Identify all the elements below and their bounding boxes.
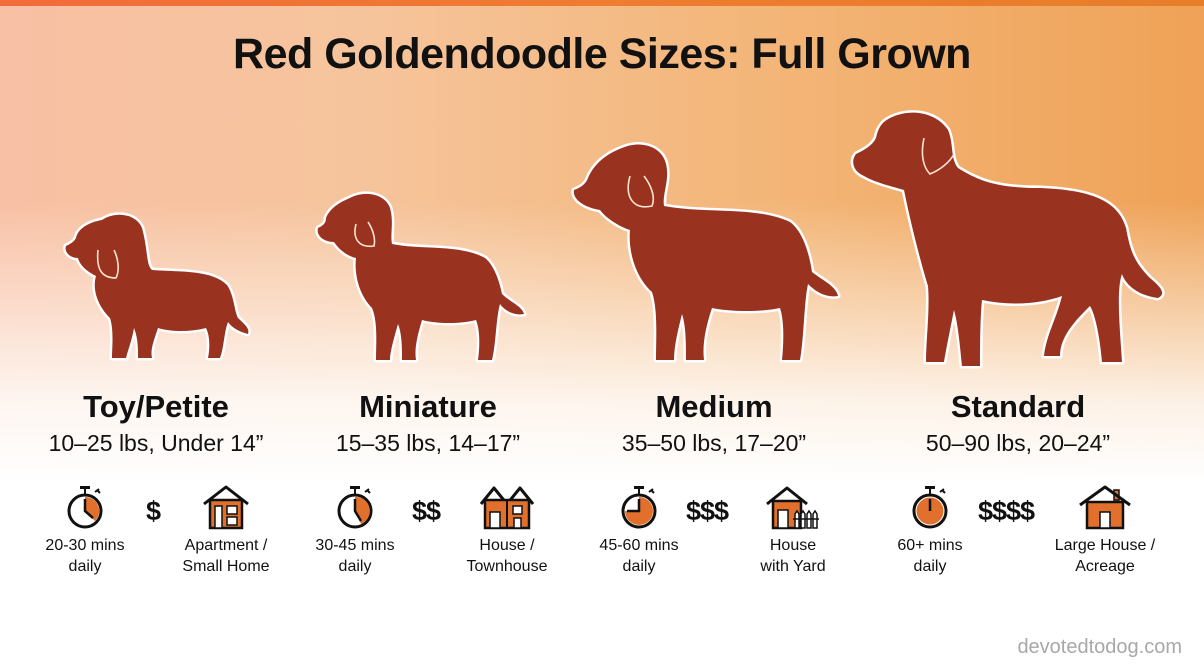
exercise-info-toy: 20-30 mins daily	[30, 484, 140, 577]
cost-indicator: $$$$	[978, 496, 1035, 526]
stopwatch-icon	[621, 486, 657, 529]
size-name: Medium	[655, 389, 773, 424]
apartment-icon	[203, 485, 249, 530]
dog-silhouette-standard	[850, 110, 1170, 370]
size-spec: 35–50 lbs, 17–20”	[621, 430, 807, 456]
exercise-info-standard: 60+ mins daily	[880, 484, 980, 577]
home-info-miniature: House / Townhouse	[452, 484, 562, 577]
home-label-line2: Acreage	[1075, 558, 1135, 575]
home-label-line2: with Yard	[760, 558, 826, 575]
exercise-label-frequency: daily	[913, 558, 947, 575]
stopwatch-icon	[337, 486, 373, 529]
cost-indicator: $$	[412, 496, 441, 526]
townhouse-icon	[479, 486, 535, 530]
stopwatch-icon	[67, 486, 103, 529]
size-column-standard: Standard 50–90 lbs, 20–24”	[888, 388, 1148, 458]
large-house-icon	[1079, 485, 1131, 530]
home-label-line2: Small Home	[182, 558, 270, 575]
exercise-label-frequency: daily	[68, 558, 102, 575]
home-info-medium: House with Yard	[740, 484, 846, 577]
dog-silhouette-miniature	[310, 188, 530, 364]
size-name: Miniature	[359, 389, 497, 424]
cost-indicator: $	[146, 496, 161, 526]
exercise-info-medium: 45-60 mins daily	[584, 484, 694, 577]
home-info-standard: Large House / Acreage	[1040, 484, 1170, 577]
size-column-medium: Medium 35–50 lbs, 17–20”	[584, 388, 844, 458]
size-column-miniature: Miniature 15–35 lbs, 14–17”	[298, 388, 558, 458]
stopwatch-icon	[912, 486, 948, 529]
home-label: House /	[479, 537, 535, 554]
watermark: devotedtodog.com	[1017, 636, 1182, 658]
home-info-toy: Apartment / Small Home	[170, 484, 282, 577]
size-spec: 50–90 lbs, 20–24”	[925, 430, 1111, 456]
exercise-label-frequency: daily	[622, 558, 656, 575]
exercise-label: 30-45 mins	[315, 537, 395, 554]
dog-silhouette-toy	[62, 210, 252, 362]
cost-indicator: $$$	[686, 496, 729, 526]
size-name: Standard	[950, 389, 1086, 424]
size-spec: 15–35 lbs, 14–17”	[335, 430, 521, 456]
exercise-info-miniature: 30-45 mins daily	[300, 484, 410, 577]
exercise-label: 45-60 mins	[599, 537, 679, 554]
size-column-toy: Toy/Petite 10–25 lbs, Under 14”	[26, 388, 286, 458]
home-label: Large House /	[1054, 537, 1156, 554]
dog-silhouette-medium	[566, 140, 846, 364]
top-accent-bar	[0, 0, 1204, 6]
home-label: House	[769, 537, 817, 554]
size-name: Toy/Petite	[83, 389, 229, 424]
exercise-label-frequency: daily	[338, 558, 372, 575]
house-with-yard-icon	[766, 486, 819, 530]
page-title: Red Goldendoodle Sizes: Full Grown	[233, 30, 971, 78]
home-label: Apartment /	[184, 537, 268, 554]
exercise-label: 60+ mins	[897, 537, 963, 554]
exercise-label: 20-30 mins	[45, 537, 125, 554]
size-spec: 10–25 lbs, Under 14”	[48, 430, 264, 456]
home-label-line2: Townhouse	[466, 558, 548, 575]
